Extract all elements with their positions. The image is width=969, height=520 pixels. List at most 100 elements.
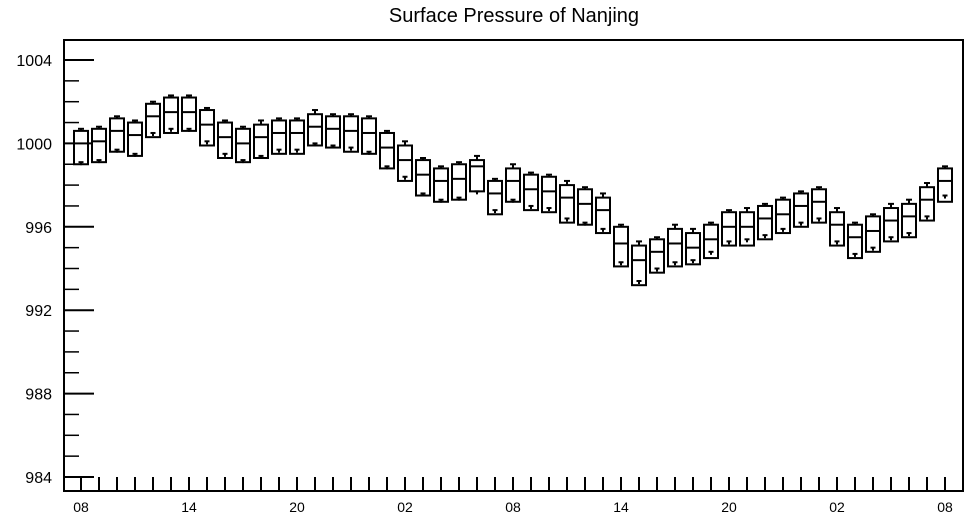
box xyxy=(667,223,683,268)
box-body xyxy=(217,121,233,159)
box xyxy=(199,106,215,147)
box-body xyxy=(649,238,665,274)
box-body xyxy=(343,115,359,153)
box-body xyxy=(253,123,269,159)
box xyxy=(595,192,611,235)
x-tick-label: 08 xyxy=(937,499,953,515)
box-body xyxy=(415,159,431,197)
box-body xyxy=(793,192,809,228)
box-body xyxy=(829,211,845,247)
box xyxy=(91,125,107,164)
box-series xyxy=(73,94,953,287)
box xyxy=(559,179,575,224)
box xyxy=(631,240,647,287)
box xyxy=(541,173,557,214)
box xyxy=(127,119,143,157)
box xyxy=(811,186,827,224)
box-body xyxy=(847,223,863,260)
box-body xyxy=(721,211,737,247)
box-body xyxy=(469,159,485,193)
box-body xyxy=(73,129,89,166)
plot-frame xyxy=(63,39,964,492)
box-body xyxy=(289,119,305,155)
x-tick-label: 14 xyxy=(613,499,629,515)
x-tick-label: 20 xyxy=(721,499,737,515)
y-tick-label: 984 xyxy=(25,470,52,487)
box-body xyxy=(145,102,161,139)
box-body xyxy=(91,127,107,164)
box-body xyxy=(775,198,791,235)
box xyxy=(721,209,737,247)
box xyxy=(937,165,953,203)
box-body xyxy=(379,131,395,170)
box-body xyxy=(919,186,935,222)
box xyxy=(415,156,431,197)
box-body xyxy=(613,225,629,268)
box xyxy=(901,198,917,239)
x-tick-label: 02 xyxy=(397,499,413,515)
box-body xyxy=(487,179,503,216)
box xyxy=(271,117,287,155)
box-body xyxy=(595,196,611,235)
box xyxy=(343,113,359,153)
box-body xyxy=(703,223,719,260)
box xyxy=(181,94,197,132)
box-body xyxy=(541,175,557,214)
box xyxy=(703,221,719,260)
box-body xyxy=(559,184,575,224)
box xyxy=(829,207,845,247)
box xyxy=(109,115,125,153)
box xyxy=(613,223,629,268)
y-tick-label: 996 xyxy=(25,220,52,237)
box-body xyxy=(685,232,701,266)
box-body xyxy=(757,204,773,241)
box xyxy=(163,94,179,134)
box xyxy=(487,177,503,216)
box-body xyxy=(361,117,377,155)
box xyxy=(145,100,161,139)
x-axis: 08 14 20 02 08 14 20 02 08 xyxy=(73,477,953,515)
box xyxy=(397,140,413,182)
x-tick-label: 02 xyxy=(829,499,845,515)
box xyxy=(361,115,377,155)
x-tick-label: 08 xyxy=(73,499,89,515)
box xyxy=(235,125,251,164)
box-body xyxy=(883,207,899,243)
box xyxy=(883,202,899,243)
box-body xyxy=(271,119,287,155)
box-body xyxy=(433,167,449,203)
chart-title: Surface Pressure of Nanjing xyxy=(389,5,639,27)
box-body xyxy=(901,202,917,239)
box xyxy=(523,171,539,212)
box xyxy=(469,154,485,195)
y-axis: 984 988 992 996 1000 1004 xyxy=(16,53,94,487)
box-body xyxy=(325,115,341,149)
box xyxy=(217,119,233,159)
y-tick-label: 992 xyxy=(25,303,52,320)
box xyxy=(433,165,449,203)
box-body xyxy=(181,96,197,132)
box xyxy=(685,227,701,266)
box xyxy=(73,127,89,166)
x-tick-label: 14 xyxy=(181,499,197,515)
box xyxy=(757,202,773,241)
box xyxy=(379,129,395,170)
box xyxy=(289,117,305,155)
box-body xyxy=(523,173,539,212)
box-body xyxy=(199,109,215,147)
box xyxy=(865,213,881,253)
box xyxy=(505,163,521,203)
box-body xyxy=(505,167,521,203)
box-body xyxy=(127,121,143,157)
box xyxy=(307,109,323,147)
box-body xyxy=(397,144,413,182)
y-tick-label: 988 xyxy=(25,387,52,404)
y-tick-label: 1000 xyxy=(16,136,52,153)
box-body xyxy=(667,227,683,268)
box-body xyxy=(739,211,755,247)
box xyxy=(577,186,593,226)
box xyxy=(739,207,755,247)
box-body xyxy=(109,117,125,153)
x-tick-label: 08 xyxy=(505,499,521,515)
